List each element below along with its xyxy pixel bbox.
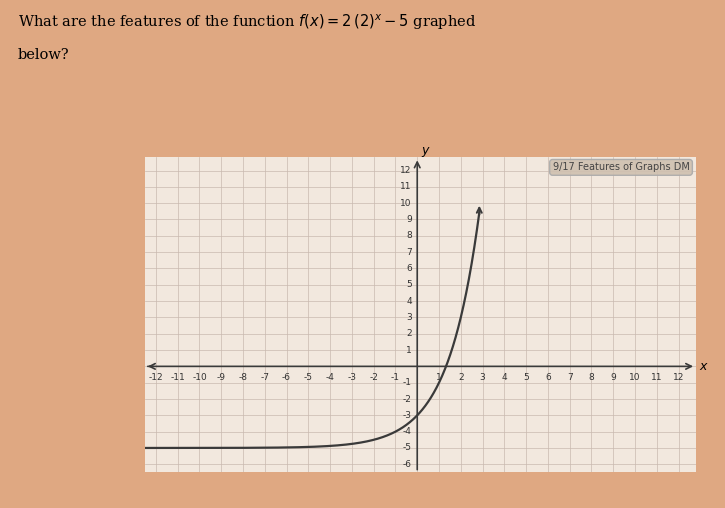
Text: -5: -5 — [304, 373, 313, 382]
Text: -12: -12 — [149, 373, 163, 382]
Text: -1: -1 — [403, 378, 412, 387]
Text: 3: 3 — [406, 313, 412, 322]
Text: 11: 11 — [651, 373, 663, 382]
Text: -10: -10 — [192, 373, 207, 382]
Text: x: x — [700, 360, 707, 373]
Text: 10: 10 — [629, 373, 641, 382]
Text: -4: -4 — [403, 427, 412, 436]
Text: 12: 12 — [400, 166, 412, 175]
Text: -2: -2 — [403, 395, 412, 403]
Text: 6: 6 — [545, 373, 551, 382]
Text: 11: 11 — [400, 182, 412, 192]
Text: 4: 4 — [406, 297, 412, 306]
Text: -5: -5 — [403, 443, 412, 453]
Text: -2: -2 — [369, 373, 378, 382]
Text: -6: -6 — [403, 460, 412, 469]
Text: -3: -3 — [403, 411, 412, 420]
Text: 6: 6 — [406, 264, 412, 273]
Text: -8: -8 — [239, 373, 247, 382]
Text: 5: 5 — [406, 280, 412, 289]
Text: 3: 3 — [480, 373, 486, 382]
Text: -1: -1 — [391, 373, 400, 382]
Text: 9: 9 — [406, 215, 412, 224]
Text: 2: 2 — [458, 373, 463, 382]
Text: 7: 7 — [406, 247, 412, 257]
Text: 8: 8 — [589, 373, 594, 382]
Text: 1: 1 — [406, 345, 412, 355]
Text: below?: below? — [18, 48, 70, 62]
Text: -9: -9 — [217, 373, 225, 382]
Text: 10: 10 — [400, 199, 412, 208]
Text: y: y — [421, 144, 428, 157]
Text: -4: -4 — [326, 373, 334, 382]
Text: -11: -11 — [170, 373, 185, 382]
Text: -3: -3 — [347, 373, 357, 382]
Text: 12: 12 — [673, 373, 684, 382]
Text: 9: 9 — [610, 373, 616, 382]
Text: 8: 8 — [406, 231, 412, 240]
Text: -6: -6 — [282, 373, 291, 382]
Text: 5: 5 — [523, 373, 529, 382]
Text: 7: 7 — [567, 373, 573, 382]
Text: 2: 2 — [406, 329, 412, 338]
Text: -7: -7 — [260, 373, 269, 382]
Text: What are the features of the function $f(x) = 2\,(2)^x - 5$ graphed: What are the features of the function $f… — [18, 13, 476, 33]
Text: 9/17 Features of Graphs DM: 9/17 Features of Graphs DM — [552, 163, 689, 172]
Text: 1: 1 — [436, 373, 442, 382]
Text: 4: 4 — [502, 373, 508, 382]
